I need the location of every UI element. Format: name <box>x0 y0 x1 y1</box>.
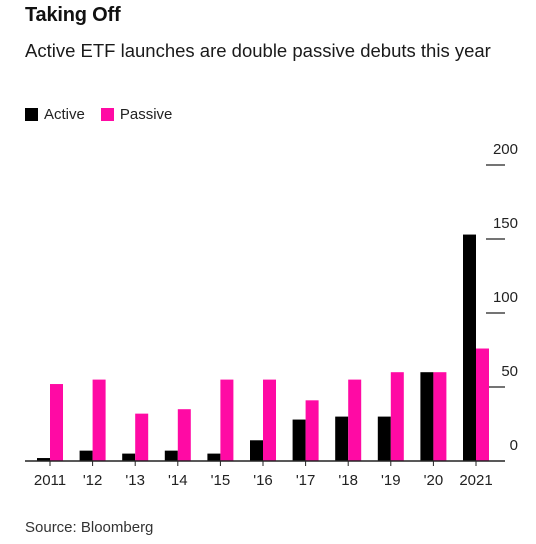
x-tick-label: '13 <box>125 472 145 489</box>
legend-label-active: Active <box>44 106 85 123</box>
bar-passive <box>348 379 362 461</box>
x-tick-label: '12 <box>83 472 103 489</box>
bar-passive <box>305 400 319 461</box>
x-tick-label: '16 <box>253 472 273 489</box>
y-tick-label: 50 <box>501 363 518 380</box>
bar-active <box>207 453 221 461</box>
bar-passive <box>177 409 191 461</box>
legend-label-passive: Passive <box>119 106 173 123</box>
x-tick-label: '18 <box>338 472 358 489</box>
legend: Active Passive <box>25 106 188 123</box>
bar-active <box>250 440 263 461</box>
legend-swatch-active <box>25 108 38 121</box>
bar-passive <box>135 413 149 461</box>
legend-swatch-passive <box>100 108 114 121</box>
bar-active <box>37 458 50 461</box>
bar-passive <box>433 372 447 461</box>
y-tick-label: 0 <box>510 437 518 454</box>
bar-active <box>463 234 476 461</box>
bar-passive <box>390 372 404 461</box>
bar-passive <box>263 379 276 461</box>
bar-active <box>335 416 349 461</box>
bar-active <box>292 419 306 461</box>
x-tick-label: '19 <box>381 472 401 489</box>
legend-item-passive: Passive <box>100 106 173 123</box>
bar-active <box>122 453 136 461</box>
x-tick-label: '20 <box>424 472 444 489</box>
bar-active <box>420 372 434 461</box>
bar-passive <box>92 379 106 461</box>
x-tick-label: '14 <box>168 472 188 489</box>
y-tick-label: 150 <box>493 215 518 232</box>
x-tick-label: '15 <box>211 472 231 489</box>
x-tick-label: 2011 <box>34 472 66 489</box>
legend-item-active: Active <box>25 106 85 123</box>
chart-subtitle: Active ETF launches are double passive d… <box>25 40 491 61</box>
bar-active <box>79 450 93 461</box>
y-tick-label: 100 <box>493 289 518 306</box>
bar-active <box>377 416 391 461</box>
x-tick-label: '17 <box>296 472 316 489</box>
bar-passive <box>476 348 489 461</box>
bar-passive <box>50 384 63 461</box>
bar-chart: 0 50 100 150 200 2011 '12 '13 '14 '15 '16 '17 '18 '19… <box>25 141 518 489</box>
y-tick-label: 200 <box>493 141 518 158</box>
chart-title: Taking Off <box>25 4 121 26</box>
source-note: Source: Bloomberg <box>25 519 154 536</box>
bar-passive <box>220 379 234 461</box>
bar-active <box>164 450 178 461</box>
x-tick-label: 2021 <box>459 472 492 489</box>
